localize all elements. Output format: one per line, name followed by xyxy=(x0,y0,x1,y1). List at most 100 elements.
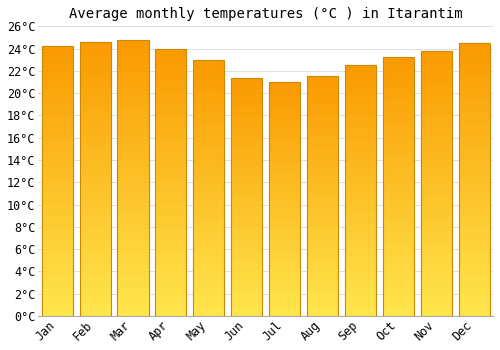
Bar xyxy=(420,303,452,305)
Bar xyxy=(118,203,148,205)
Bar xyxy=(458,248,490,251)
Bar xyxy=(193,288,224,290)
Bar xyxy=(383,99,414,101)
Bar xyxy=(345,198,376,201)
Bar xyxy=(42,310,72,313)
Bar xyxy=(269,258,300,260)
Bar xyxy=(156,172,186,174)
Bar xyxy=(420,287,452,289)
Bar xyxy=(42,211,72,214)
Bar xyxy=(156,102,186,105)
Bar xyxy=(42,73,72,76)
Bar xyxy=(383,158,414,161)
Bar xyxy=(307,292,338,294)
Bar xyxy=(269,187,300,190)
Bar xyxy=(269,220,300,222)
Bar xyxy=(420,152,452,154)
Bar xyxy=(269,309,300,311)
Bar xyxy=(80,42,110,44)
Bar xyxy=(80,313,110,316)
Bar xyxy=(118,200,148,203)
Bar xyxy=(307,211,338,213)
Bar xyxy=(42,200,72,203)
Bar xyxy=(383,205,414,208)
Bar xyxy=(307,172,338,175)
Bar xyxy=(156,230,186,233)
Bar xyxy=(231,237,262,240)
Bar xyxy=(383,70,414,73)
Bar xyxy=(420,215,452,218)
Bar xyxy=(420,162,452,165)
Bar xyxy=(80,80,110,83)
Bar xyxy=(231,166,262,168)
Bar xyxy=(383,262,414,264)
Bar xyxy=(118,183,148,186)
Bar xyxy=(345,246,376,248)
Bar xyxy=(42,300,72,302)
Bar xyxy=(193,60,224,62)
Bar xyxy=(118,54,148,56)
Bar xyxy=(42,181,72,184)
Bar xyxy=(420,218,452,220)
Bar xyxy=(269,122,300,124)
Bar xyxy=(383,132,414,135)
Bar xyxy=(420,186,452,189)
Bar xyxy=(307,177,338,180)
Bar xyxy=(269,103,300,105)
Bar xyxy=(383,308,414,311)
Bar xyxy=(80,105,110,108)
Bar xyxy=(458,136,490,139)
Bar xyxy=(231,214,262,216)
Bar xyxy=(193,293,224,295)
Bar xyxy=(458,182,490,185)
Bar xyxy=(118,222,148,225)
Bar xyxy=(42,238,72,240)
Bar xyxy=(307,127,338,129)
Bar xyxy=(420,125,452,128)
Bar xyxy=(156,86,186,89)
Bar xyxy=(307,206,338,208)
Bar xyxy=(383,83,414,86)
Bar xyxy=(307,263,338,266)
Bar xyxy=(269,124,300,126)
Bar xyxy=(383,257,414,259)
Bar xyxy=(231,285,262,287)
Bar xyxy=(383,285,414,288)
Bar xyxy=(383,300,414,303)
Bar xyxy=(193,160,224,162)
Bar xyxy=(307,81,338,84)
Bar xyxy=(458,204,490,207)
Bar xyxy=(345,135,376,138)
Bar xyxy=(345,65,376,316)
Bar xyxy=(345,98,376,100)
Bar xyxy=(231,225,262,228)
Bar xyxy=(156,155,186,158)
Bar xyxy=(269,293,300,295)
Bar xyxy=(231,80,262,82)
Bar xyxy=(193,121,224,124)
Bar xyxy=(118,217,148,219)
Bar xyxy=(118,40,148,42)
Bar xyxy=(345,266,376,268)
Bar xyxy=(458,171,490,174)
Bar xyxy=(156,78,186,80)
Bar xyxy=(307,139,338,141)
Bar xyxy=(156,70,186,73)
Bar xyxy=(118,76,148,78)
Bar xyxy=(458,313,490,316)
Bar xyxy=(420,244,452,247)
Bar xyxy=(193,301,224,303)
Bar xyxy=(42,92,72,95)
Bar xyxy=(458,108,490,111)
Bar xyxy=(118,78,148,81)
Bar xyxy=(80,310,110,313)
Bar xyxy=(231,90,262,92)
Bar xyxy=(269,117,300,119)
Bar xyxy=(231,180,262,182)
Bar xyxy=(345,261,376,263)
Bar xyxy=(231,299,262,302)
Bar xyxy=(307,120,338,122)
Bar xyxy=(420,242,452,244)
Bar xyxy=(269,133,300,136)
Bar xyxy=(193,185,224,188)
